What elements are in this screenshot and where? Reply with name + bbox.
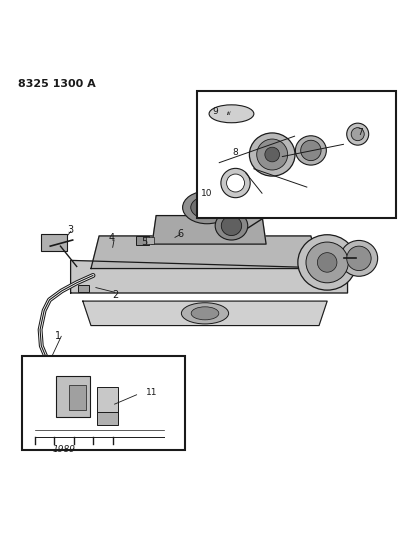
- Text: 2: 2: [112, 290, 118, 300]
- Text: 9: 9: [212, 107, 218, 116]
- Ellipse shape: [339, 240, 377, 276]
- Ellipse shape: [226, 174, 244, 192]
- Text: iii: iii: [226, 111, 230, 116]
- Ellipse shape: [220, 168, 249, 198]
- Ellipse shape: [264, 147, 279, 162]
- Text: 4: 4: [108, 233, 114, 243]
- Ellipse shape: [346, 123, 368, 145]
- Text: 8: 8: [232, 148, 238, 157]
- Polygon shape: [70, 261, 347, 293]
- Bar: [146, 237, 154, 244]
- Bar: [196, 91, 396, 217]
- Bar: [135, 236, 148, 245]
- Ellipse shape: [182, 191, 231, 224]
- Text: 10: 10: [201, 189, 212, 198]
- Ellipse shape: [297, 235, 355, 290]
- Ellipse shape: [181, 303, 228, 324]
- Text: 3: 3: [67, 225, 74, 235]
- Bar: [56, 376, 90, 417]
- Text: 7: 7: [356, 127, 362, 136]
- Bar: [68, 385, 85, 410]
- Text: 1989: 1989: [53, 445, 76, 454]
- Ellipse shape: [351, 127, 363, 141]
- Text: 1: 1: [55, 331, 61, 341]
- Ellipse shape: [249, 133, 294, 176]
- Ellipse shape: [294, 136, 326, 165]
- Bar: [41, 234, 66, 251]
- Bar: [78, 285, 88, 292]
- Ellipse shape: [256, 139, 287, 170]
- Ellipse shape: [209, 105, 253, 123]
- Ellipse shape: [190, 197, 223, 219]
- Text: 6: 6: [177, 229, 183, 239]
- Bar: [97, 409, 118, 424]
- Polygon shape: [152, 215, 265, 244]
- Polygon shape: [91, 236, 318, 269]
- Bar: [97, 387, 118, 413]
- Text: 11: 11: [146, 388, 157, 397]
- Ellipse shape: [346, 246, 370, 271]
- Ellipse shape: [317, 253, 336, 272]
- Ellipse shape: [221, 216, 241, 236]
- Ellipse shape: [191, 307, 218, 320]
- Ellipse shape: [305, 242, 348, 283]
- Text: 5: 5: [140, 237, 147, 247]
- Text: 8325 1300 A: 8325 1300 A: [18, 79, 95, 89]
- Bar: [22, 356, 184, 450]
- Ellipse shape: [215, 212, 247, 240]
- Ellipse shape: [300, 140, 320, 160]
- Polygon shape: [83, 301, 326, 326]
